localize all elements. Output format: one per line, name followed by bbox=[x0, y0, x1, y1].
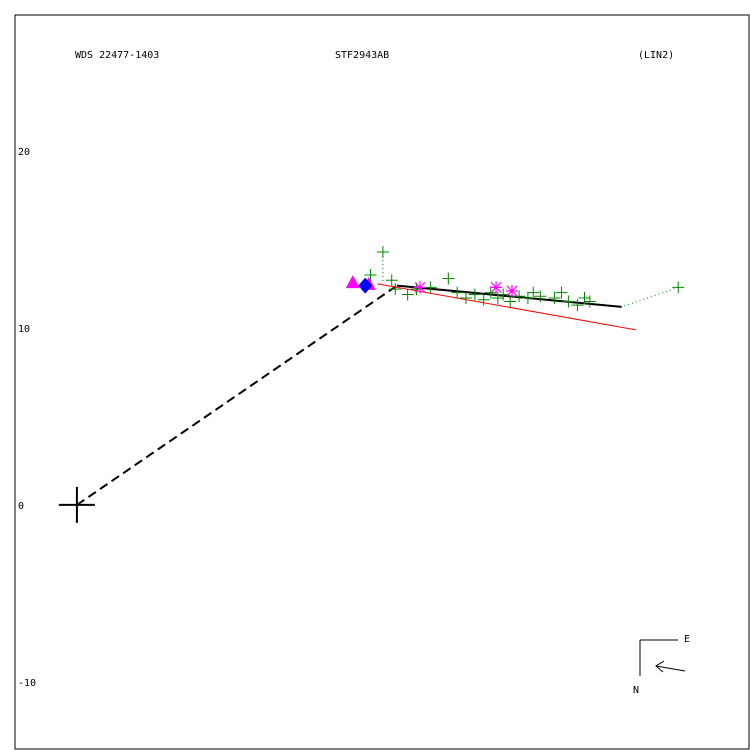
plus-mark bbox=[468, 288, 481, 301]
plus-mark bbox=[672, 281, 685, 294]
plus-mark bbox=[389, 283, 402, 296]
primary-star-marker bbox=[58, 486, 95, 523]
y-tick-label: 20 bbox=[18, 147, 30, 158]
plus-mark bbox=[442, 272, 455, 285]
plus-mark bbox=[401, 288, 414, 301]
motion-arrow-shaft bbox=[655, 665, 686, 672]
plus-mark bbox=[583, 295, 596, 308]
connector-dashed-line bbox=[76, 284, 398, 506]
plus-mark bbox=[385, 274, 398, 287]
plus-mark bbox=[497, 288, 510, 301]
plus-mark bbox=[424, 281, 437, 294]
y-tick-labels: 20 10 0 -10 bbox=[18, 147, 36, 689]
plus-mark bbox=[376, 246, 389, 259]
y-tick-label: -10 bbox=[18, 678, 36, 689]
plus-mark bbox=[513, 290, 526, 303]
data-marks bbox=[345, 246, 685, 312]
pair-name-label: STF2943AB bbox=[335, 50, 389, 61]
plus-mark bbox=[534, 290, 547, 303]
asterisk-mark bbox=[505, 284, 518, 297]
compass-north-label: N bbox=[633, 685, 639, 696]
plus-mark bbox=[364, 268, 377, 281]
plus-mark bbox=[548, 291, 561, 304]
y-tick-label: 10 bbox=[18, 324, 30, 335]
motion-arrow-head bbox=[655, 660, 665, 673]
plus-mark bbox=[571, 299, 584, 312]
plus-mark bbox=[451, 286, 464, 299]
plus-mark bbox=[527, 286, 540, 299]
diamond-mark bbox=[358, 277, 373, 294]
plus-mark bbox=[562, 295, 575, 308]
plus-mark bbox=[460, 291, 473, 304]
plus-mark bbox=[504, 295, 517, 308]
triangle-mark bbox=[345, 275, 360, 289]
compass: E N bbox=[633, 634, 690, 696]
primary-star-cross bbox=[58, 486, 95, 523]
asterisk-mark bbox=[414, 281, 427, 294]
plus-mark bbox=[555, 286, 568, 299]
asterisk-mark bbox=[490, 281, 503, 294]
plus-mark bbox=[477, 293, 490, 306]
y-tick-label: 0 bbox=[18, 501, 24, 512]
plus-mark bbox=[521, 291, 534, 304]
compass-east-label: E bbox=[684, 634, 690, 645]
plus-mark bbox=[484, 286, 497, 299]
fit-type-label: (LIN2) bbox=[638, 50, 674, 61]
plot-frame bbox=[14, 14, 750, 750]
wds-id-label: WDS 22477-1403 bbox=[75, 50, 159, 61]
